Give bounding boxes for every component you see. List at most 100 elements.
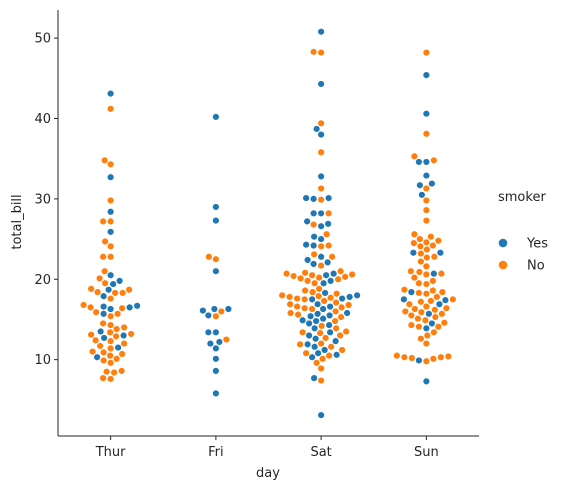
data-point	[325, 311, 334, 320]
data-point	[423, 331, 432, 340]
data-point	[99, 356, 108, 365]
data-point	[106, 294, 115, 303]
data-point	[337, 303, 346, 312]
data-point	[321, 334, 330, 342]
data-point	[332, 298, 340, 307]
data-point	[422, 48, 431, 57]
data-point	[348, 270, 356, 279]
data-point	[106, 89, 115, 98]
data-point	[101, 237, 109, 246]
data-point	[215, 338, 224, 346]
data-point	[309, 220, 318, 229]
data-point	[303, 256, 312, 264]
data-point	[317, 235, 325, 243]
data-point	[119, 331, 128, 340]
data-point	[112, 325, 121, 333]
data-point	[294, 310, 302, 319]
data-point	[204, 311, 213, 320]
data-point	[106, 271, 115, 279]
data-point	[210, 305, 219, 313]
data-point	[102, 367, 111, 376]
data-point	[422, 71, 431, 79]
data-point	[310, 374, 318, 382]
data-point	[309, 209, 318, 218]
data-point	[106, 105, 115, 113]
data-point	[434, 322, 443, 331]
legend-marker	[498, 260, 508, 270]
data-point	[317, 28, 325, 36]
data-point	[422, 324, 431, 332]
data-point	[317, 184, 325, 193]
data-point	[416, 235, 424, 243]
data-point	[317, 148, 325, 156]
data-point	[331, 307, 340, 316]
x-axis-label: day	[256, 466, 280, 481]
data-point	[88, 347, 97, 356]
data-point	[293, 302, 301, 311]
data-points	[79, 28, 457, 419]
data-point	[212, 389, 220, 398]
data-point	[422, 280, 431, 288]
data-point	[422, 206, 431, 214]
data-point	[415, 356, 423, 365]
data-point	[319, 305, 327, 313]
data-point	[296, 340, 304, 349]
data-point	[303, 217, 311, 226]
data-point	[422, 262, 431, 271]
data-point	[425, 310, 433, 318]
data-point	[317, 322, 326, 330]
legend-label: Yes	[526, 237, 548, 252]
data-point	[324, 220, 332, 228]
data-point	[326, 328, 334, 337]
data-point	[92, 308, 100, 316]
data-point	[99, 302, 108, 311]
data-point	[308, 288, 317, 296]
data-point	[100, 334, 108, 342]
data-point	[422, 270, 431, 279]
data-point	[286, 300, 294, 308]
data-point	[298, 328, 307, 337]
data-point	[324, 194, 333, 202]
data-point	[106, 321, 115, 329]
data-point	[106, 328, 114, 337]
data-point	[212, 267, 220, 275]
data-point	[401, 307, 410, 316]
data-point	[317, 209, 325, 218]
data-point	[310, 232, 318, 241]
data-point	[127, 330, 135, 338]
data-point	[338, 346, 346, 354]
data-point	[326, 294, 335, 302]
data-point	[112, 332, 120, 341]
data-point	[106, 196, 115, 205]
data-point	[325, 321, 333, 329]
data-point	[415, 268, 424, 276]
data-point	[437, 353, 445, 361]
data-point	[205, 253, 213, 261]
data-point	[400, 286, 409, 294]
data-point	[310, 250, 318, 259]
data-point	[317, 411, 325, 419]
data-point	[422, 357, 431, 365]
data-point	[315, 285, 323, 293]
data-point	[296, 274, 305, 283]
data-point	[293, 294, 301, 303]
data-point	[118, 304, 126, 312]
data-point	[428, 179, 436, 188]
data-point	[206, 339, 215, 348]
data-point	[422, 130, 431, 138]
data-point	[429, 277, 437, 285]
data-point	[286, 309, 295, 317]
data-point	[422, 290, 431, 298]
data-point	[319, 314, 327, 323]
data-point	[133, 302, 141, 310]
data-point	[407, 321, 416, 329]
data-point	[320, 346, 329, 354]
data-point	[212, 113, 220, 121]
data-point	[353, 291, 361, 300]
data-point	[111, 289, 119, 297]
data-point	[315, 273, 323, 282]
data-point	[104, 286, 113, 294]
data-point	[423, 253, 431, 262]
data-point	[212, 312, 220, 320]
